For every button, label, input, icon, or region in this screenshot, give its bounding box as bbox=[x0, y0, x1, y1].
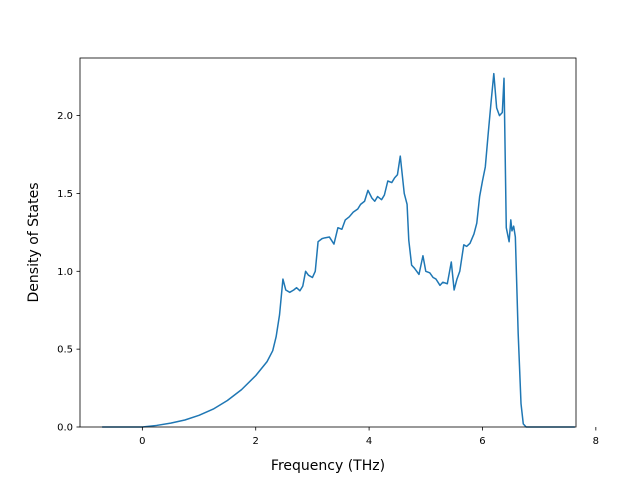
x-tick-label: 2 bbox=[253, 436, 259, 447]
x-axis-label: Frequency (THz) bbox=[271, 458, 385, 474]
y-tick-label: 1.0 bbox=[57, 267, 73, 278]
plot-area bbox=[102, 72, 575, 428]
axes-frame bbox=[79, 57, 577, 428]
series-line-0 bbox=[102, 72, 575, 428]
x-tick-label: 4 bbox=[366, 436, 372, 447]
x-tick-label: 0 bbox=[139, 436, 145, 447]
x-tick-label: 6 bbox=[479, 436, 485, 447]
y-tick-label: 0.5 bbox=[57, 345, 73, 356]
y-tick-label: 0.0 bbox=[57, 423, 73, 434]
y-tick-label: 1.5 bbox=[57, 189, 73, 200]
x-tick-label: 8 bbox=[593, 436, 599, 447]
y-axis-label: Density of States bbox=[26, 183, 42, 303]
axes: 0 2 4 6 8 0.0 0.5 1.0 1.5 2.0 bbox=[57, 57, 599, 447]
y-tick-label: 2.0 bbox=[57, 111, 73, 122]
